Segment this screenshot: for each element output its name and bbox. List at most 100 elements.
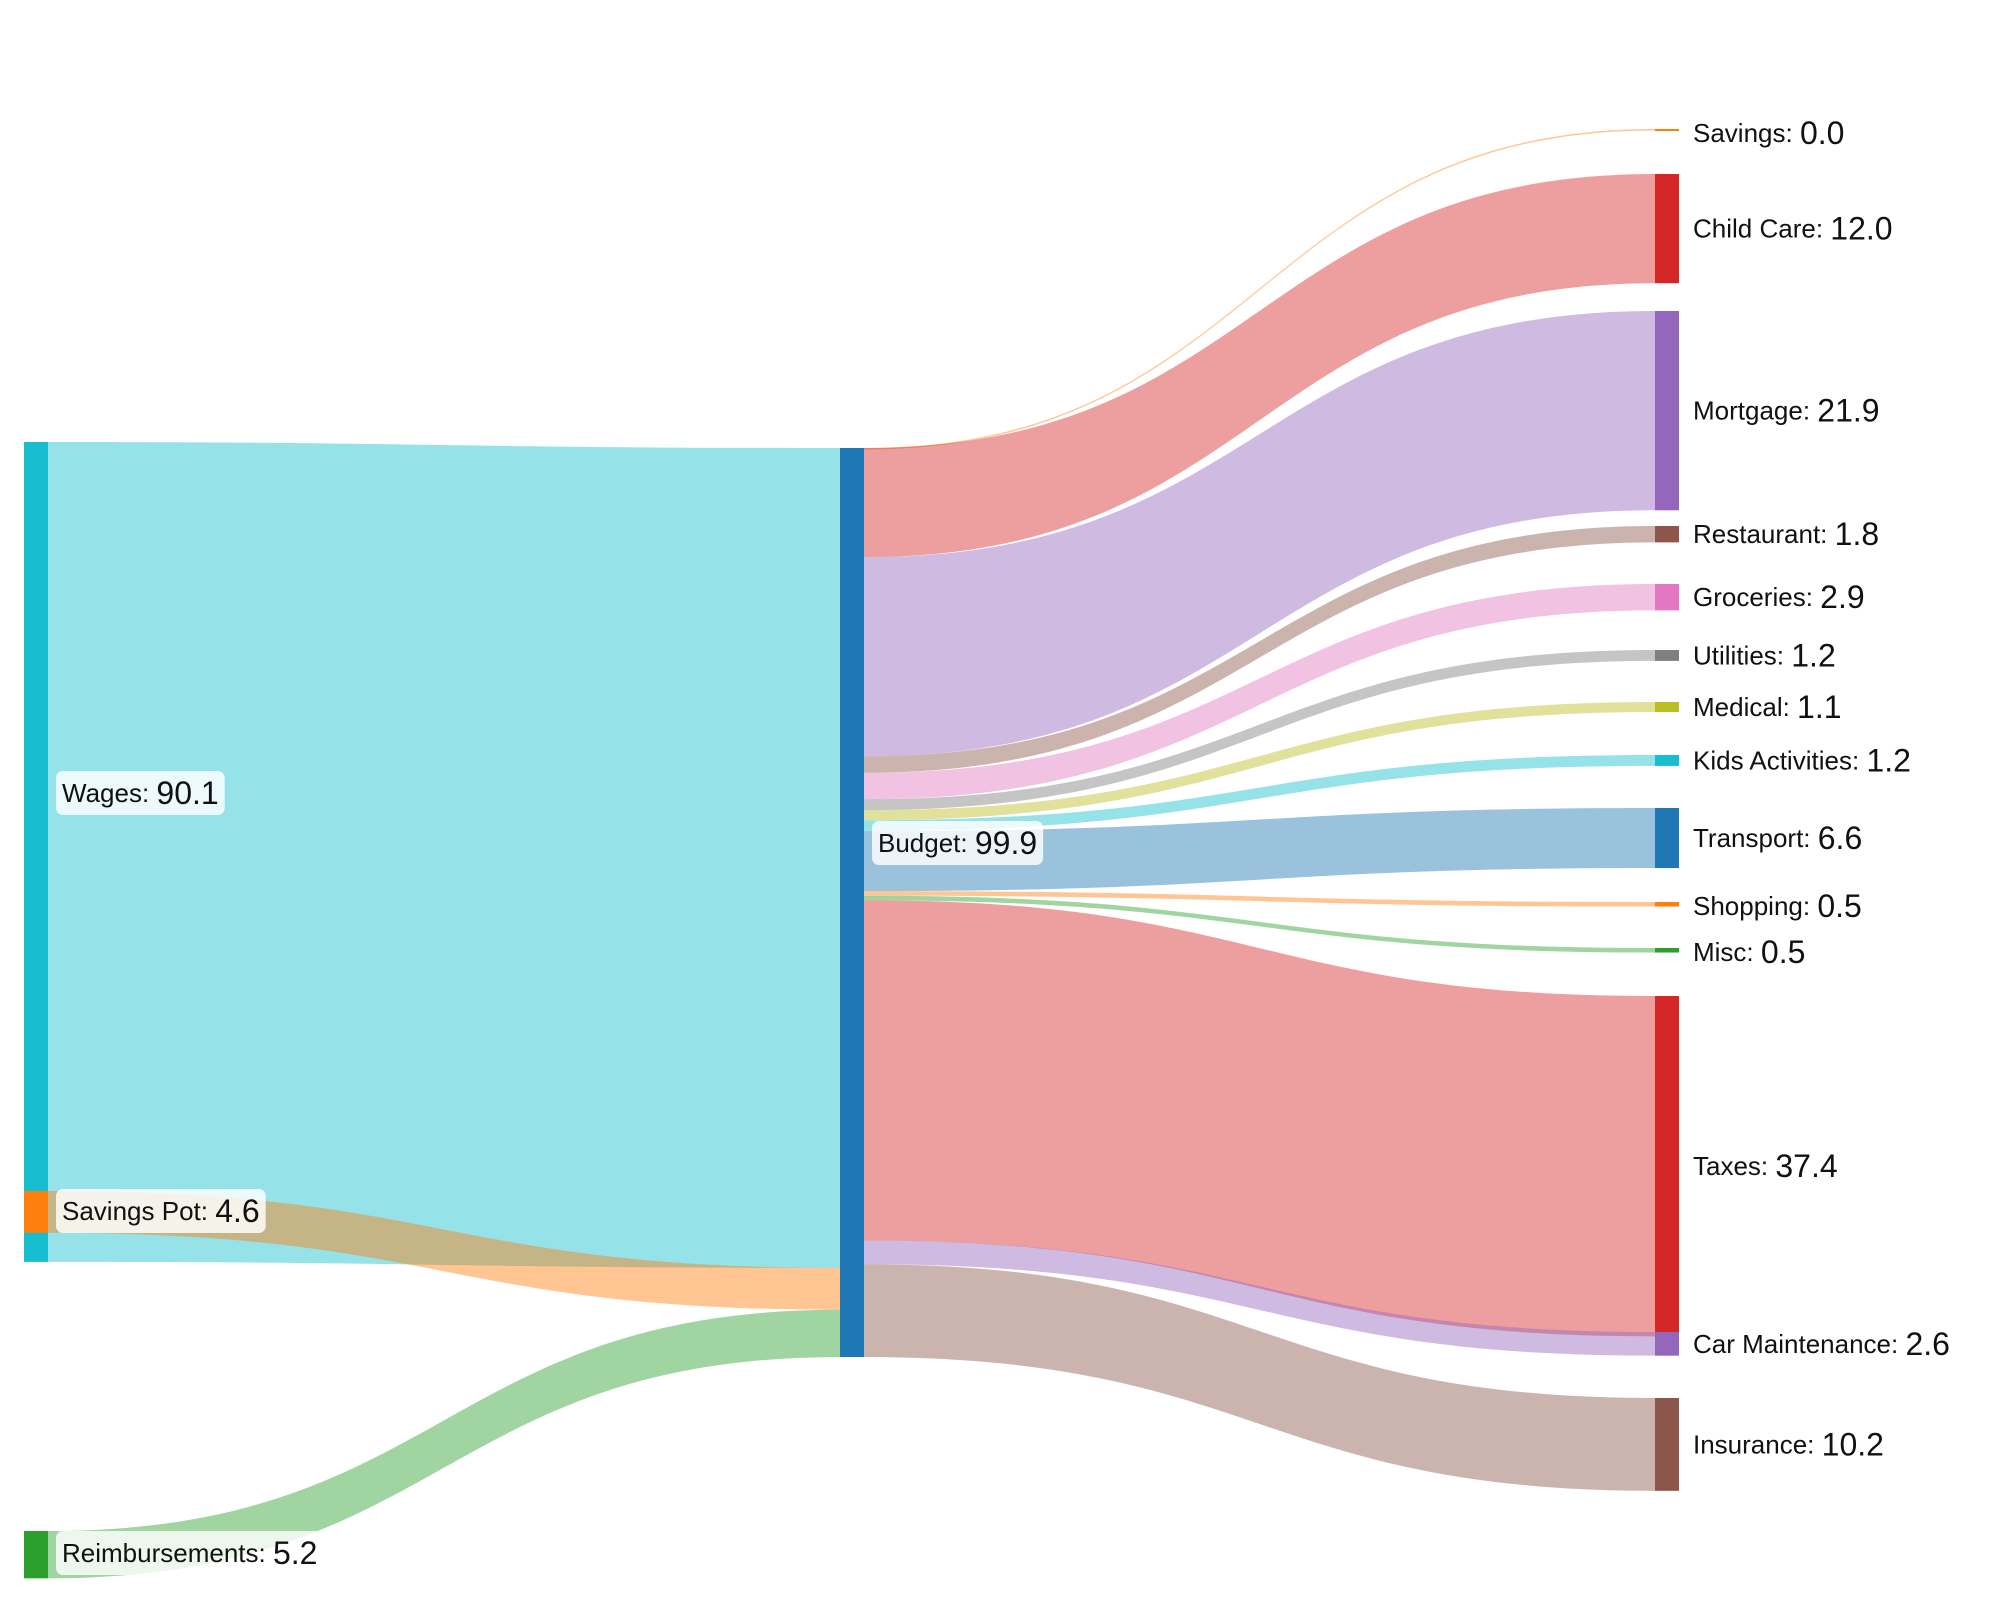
node-wages [24,442,48,1262]
label-restaurant: Restaurant: 1.8 [1693,516,1879,552]
link-budget-to-restaurant [864,526,1655,773]
link-budget-to-car-maintenance [864,1240,1655,1356]
label-name: Insurance: [1693,1429,1822,1459]
link-budget-to-savings [864,129,1655,450]
node-restaurant [1655,526,1679,543]
label-name: Child Care: [1693,214,1830,244]
label-value: 10.2 [1822,1426,1884,1462]
svg-text:Budget: 99.9: Budget: 99.9 [878,825,1037,861]
label-value: 6.6 [1818,820,1862,856]
label-name: Misc: [1693,937,1761,967]
label-value: 37.4 [1775,1148,1837,1184]
svg-text:Child Care: 12.0: Child Care: 12.0 [1693,211,1893,247]
label-name: Reimbursements: [62,1538,273,1568]
node-car-maintenance [1655,1332,1679,1356]
label-child-care: Child Care: 12.0 [1693,211,1893,247]
node-savings-pot [24,1191,48,1233]
label-medical: Medical: 1.1 [1693,689,1842,725]
label-value: 2.6 [1905,1326,1949,1362]
label-value: 99.9 [975,825,1037,861]
link-budget-to-groceries [864,584,1655,800]
label-utilities: Utilities: 1.2 [1693,637,1836,673]
label-budget: Budget: 99.9 [872,821,1044,865]
svg-text:Kids Activities: 1.2: Kids Activities: 1.2 [1693,742,1911,778]
label-shopping: Shopping: 0.5 [1693,888,1862,924]
svg-text:Misc: 0.5: Misc: 0.5 [1693,934,1805,970]
label-value: 2.9 [1820,579,1864,615]
node-misc [1655,948,1679,953]
label-value: 0.5 [1761,934,1805,970]
label-kids-activities: Kids Activities: 1.2 [1693,742,1911,778]
label-value: 12.0 [1830,211,1892,247]
label-misc: Misc: 0.5 [1693,934,1805,970]
sankey-labels: Wages: 90.1 Savings Pot: 4.6 Reimbursement… [56,115,1950,1575]
label-value: 21.9 [1817,393,1879,429]
svg-text:Wages: 90.1: Wages: 90.1 [62,775,219,811]
label-background [56,1531,324,1575]
label-name: Wages: [62,778,156,808]
node-reimbursements [24,1531,48,1579]
label-savings-pot: Savings Pot: 4.6 [56,1189,266,1233]
node-kids-activities [1655,755,1679,766]
svg-text:Reimbursements: 5.2: Reimbursements: 5.2 [62,1535,317,1571]
link-budget-to-kids-activities [864,755,1655,832]
node-child-care [1655,174,1679,284]
node-mortgage [1655,311,1679,511]
node-taxes [1655,996,1679,1337]
label-name: Budget: [878,828,975,858]
label-value: 5.2 [273,1535,317,1571]
link-budget-to-child-care [864,174,1655,558]
label-name: Medical: [1693,692,1797,722]
label-transport: Transport: 6.6 [1693,820,1862,856]
node-budget [840,448,864,1358]
label-value: 4.6 [215,1193,259,1229]
node-shopping [1655,902,1679,907]
svg-text:Medical: 1.1: Medical: 1.1 [1693,689,1842,725]
link-budget-to-taxes [864,900,1655,1337]
label-value: 90.1 [156,775,218,811]
label-name: Shopping: [1693,891,1817,921]
label-name: Kids Activities: [1693,745,1866,775]
node-utilities [1655,650,1679,661]
label-mortgage: Mortgage: 21.9 [1693,393,1880,429]
label-value: 1.2 [1866,742,1910,778]
sankey-nodes [24,129,1679,1579]
label-background [56,1189,266,1233]
label-name: Taxes: [1693,1151,1775,1181]
svg-text:Insurance: 10.2: Insurance: 10.2 [1693,1426,1884,1462]
link-budget-to-medical [864,702,1655,821]
label-groceries: Groceries: 2.9 [1693,579,1865,615]
label-savings: Savings: 0.0 [1693,115,1844,151]
svg-text:Car Maintenance: 2.6: Car Maintenance: 2.6 [1693,1326,1950,1362]
svg-text:Utilities: 1.2: Utilities: 1.2 [1693,637,1836,673]
label-name: Mortgage: [1693,396,1817,426]
svg-text:Groceries: 2.9: Groceries: 2.9 [1693,579,1865,615]
svg-text:Mortgage: 21.9: Mortgage: 21.9 [1693,393,1880,429]
link-budget-to-misc [864,895,1655,953]
label-name: Restaurant: [1693,519,1835,549]
svg-text:Savings: 0.0: Savings: 0.0 [1693,115,1844,151]
label-car-maintenance: Car Maintenance: 2.6 [1693,1326,1950,1362]
svg-text:Savings Pot: 4.6: Savings Pot: 4.6 [62,1193,260,1229]
label-name: Savings: [1693,118,1800,148]
svg-text:Shopping: 0.5: Shopping: 0.5 [1693,888,1862,924]
label-wages: Wages: 90.1 [56,771,225,815]
label-name: Car Maintenance: [1693,1329,1905,1359]
link-wages-to-budget [48,442,840,1268]
label-taxes: Taxes: 37.4 [1693,1148,1838,1184]
node-groceries [1655,584,1679,611]
label-value: 0.5 [1817,888,1861,924]
label-name: Transport: [1693,823,1818,853]
node-insurance [1655,1398,1679,1491]
link-budget-to-shopping [864,891,1655,907]
label-name: Groceries: [1693,582,1820,612]
node-savings [1655,129,1679,131]
svg-text:Restaurant: 1.8: Restaurant: 1.8 [1693,516,1879,552]
label-name: Savings Pot: [62,1196,215,1226]
label-background [872,821,1044,865]
label-value: 1.2 [1791,637,1835,673]
link-budget-to-mortgage [864,311,1655,757]
label-reimbursements: Reimbursements: 5.2 [56,1531,324,1575]
label-value: 0.0 [1800,115,1844,151]
